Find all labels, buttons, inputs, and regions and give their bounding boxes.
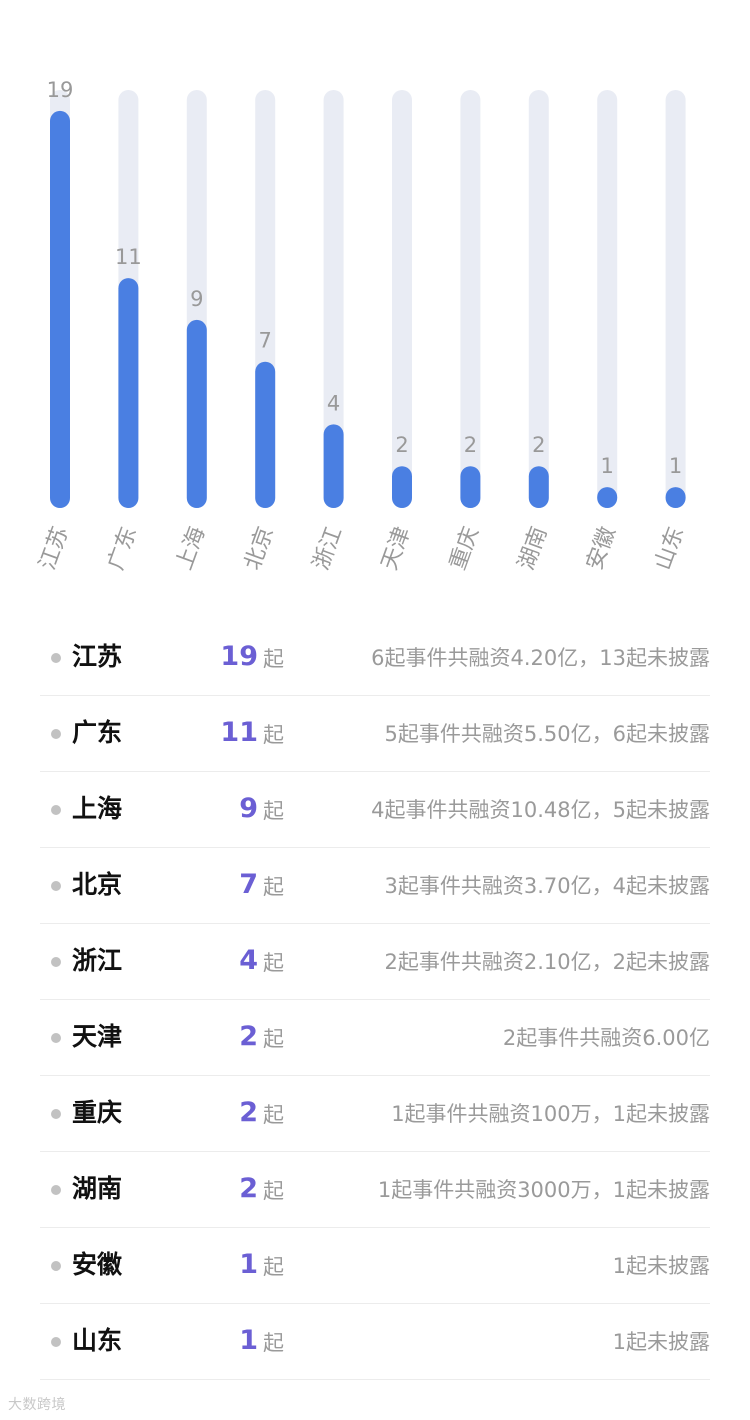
province-bar-chart: 19 江苏 11 广东 9 上海 7 北京 4 浙江 2 天津 2 重庆 2 湖南 1 安徽 1 山东 [35,78,690,574]
province-name: 湖南 [72,1174,123,1203]
bar [597,487,618,508]
list-item: 广东 11 起 5起事件共融资5.50亿，6起未披露 [40,696,710,772]
count-unit: 起 [263,1103,284,1127]
bar-value-label: 2 [395,433,408,457]
bullet-dot [51,1261,61,1271]
bar-value-label: 2 [464,433,477,457]
category-label: 浙江 [309,524,348,574]
event-count: 4 [239,945,258,976]
list-item: 重庆 2 起 1起事件共融资100万，1起未披露 [40,1076,710,1152]
financing-description: 1起未披露 [612,1254,710,1278]
bar-track [460,90,481,508]
financing-description: 1起事件共融资3000万，1起未披露 [377,1178,710,1202]
list-item: 山东 1 起 1起未披露 [40,1304,710,1380]
province-name: 广东 [72,718,123,747]
category-label: 天津 [377,524,416,574]
bullet-dot [51,1033,61,1043]
event-count: 2 [239,1173,258,1204]
list-item: 湖南 2 起 1起事件共融资3000万，1起未披露 [40,1152,710,1228]
bullet-dot [51,957,61,967]
bar [323,424,344,508]
province-list: 江苏 19 起 6起事件共融资4.20亿，13起未披露 广东 11 起 5起事件共融资5.50… [40,620,710,1380]
event-count: 7 [239,869,258,900]
financing-description: 1起事件共融资100万，1起未披露 [391,1102,710,1126]
bullet-dot [51,805,61,815]
list-item: 北京 7 起 3起事件共融资3.70亿，4起未披露 [40,848,710,924]
count-unit: 起 [263,1331,284,1355]
category-label: 湖南 [514,524,553,574]
watermark: 大数跨境 [8,1397,66,1413]
count-unit: 起 [263,647,284,671]
event-count: 9 [239,793,258,824]
bar-value-label: 9 [190,287,203,311]
bar-track [665,90,686,508]
province-name: 安徽 [72,1250,123,1279]
list-item: 天津 2 起 2起事件共融资6.00亿 [40,1000,710,1076]
category-label: 北京 [240,524,279,574]
category-label: 重庆 [445,524,484,574]
financing-description: 4起事件共融资10.48亿，5起未披露 [371,798,710,822]
bar [255,361,276,508]
bullet-dot [51,1109,61,1119]
event-count: 2 [239,1097,258,1128]
financing-description: 2起事件共融资2.10亿，2起未披露 [384,950,710,974]
count-unit: 起 [263,875,284,899]
count-unit: 起 [263,951,284,975]
bullet-dot [51,1337,61,1347]
event-count: 2 [239,1021,258,1052]
bar-value-label: 11 [115,245,142,269]
count-unit: 起 [263,1179,284,1203]
count-unit: 起 [263,723,284,747]
bar [392,466,412,508]
bar [186,319,207,508]
financing-description: 3起事件共融资3.70亿，4起未披露 [384,874,710,898]
financing-description: 5起事件共融资5.50亿，6起未披露 [384,722,710,746]
bar-track [392,90,412,508]
count-unit: 起 [263,799,284,823]
list-item: 安徽 1 起 1起未披露 [40,1228,710,1304]
bullet-dot [51,881,61,891]
bar [665,487,686,508]
list-item: 浙江 4 起 2起事件共融资2.10亿，2起未披露 [40,924,710,1000]
list-item: 江苏 19 起 6起事件共融资4.20亿，13起未披露 [40,620,710,696]
bullet-dot [51,729,61,739]
bar-value-label: 1 [601,454,614,478]
event-count: 11 [220,717,258,748]
bar-value-label: 2 [532,433,545,457]
province-name: 浙江 [72,946,123,975]
bullet-dot [51,1185,61,1195]
bar [50,110,70,509]
category-label: 上海 [172,524,211,574]
category-label: 广东 [103,524,142,574]
bar-value-label: 4 [327,391,340,415]
financing-description: 1起未披露 [612,1330,710,1354]
bar-track [528,90,549,508]
bar [118,278,139,508]
bar [528,466,549,508]
bar-value-label: 7 [259,329,272,353]
bar [460,466,481,508]
event-count: 19 [220,641,258,672]
province-name: 北京 [72,870,123,899]
bar-track [323,90,344,508]
list-item: 上海 9 起 4起事件共融资10.48亿，5起未披露 [40,772,710,848]
province-name: 江苏 [72,642,123,671]
province-name: 重庆 [72,1098,123,1127]
financing-description: 2起事件共融资6.00亿 [502,1026,710,1050]
category-label: 安徽 [582,524,621,574]
category-label: 江苏 [35,524,74,574]
bullet-dot [51,653,61,663]
bar-value-label: 19 [47,78,74,102]
province-name: 天津 [72,1022,123,1051]
bar-track [597,90,618,508]
province-name: 山东 [72,1326,123,1355]
count-unit: 起 [263,1255,284,1279]
count-unit: 起 [263,1027,284,1051]
event-count: 1 [239,1249,258,1280]
event-count: 1 [239,1325,258,1356]
province-name: 上海 [72,794,123,823]
bar-value-label: 1 [669,454,682,478]
financing-description: 6起事件共融资4.20亿，13起未披露 [371,646,710,670]
category-label: 山东 [651,524,690,574]
